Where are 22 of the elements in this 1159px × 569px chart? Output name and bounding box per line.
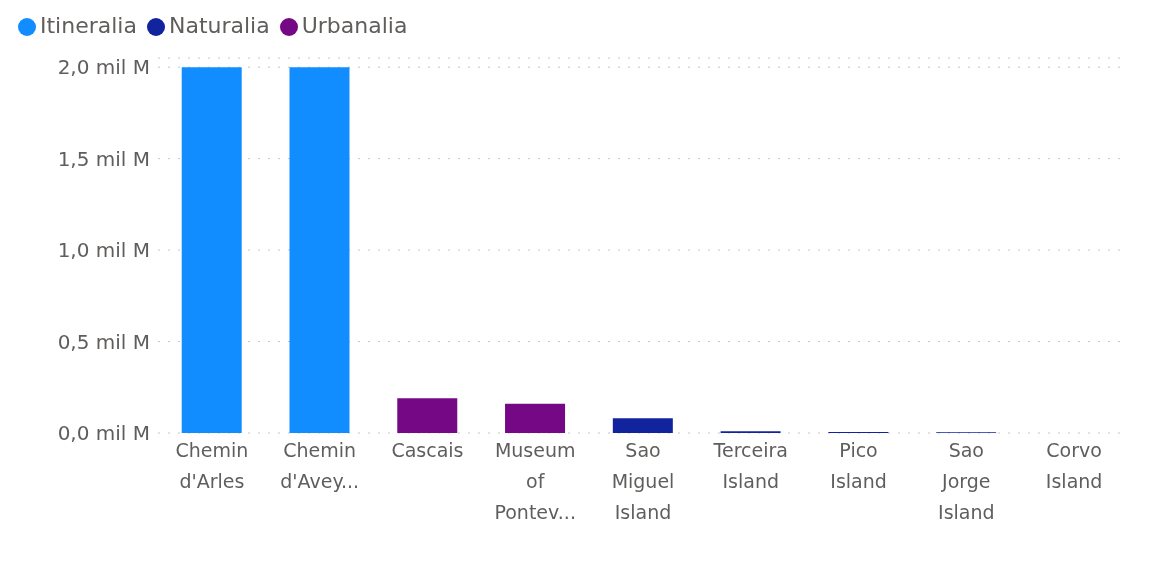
x-tick-label: Corvo Island — [1045, 439, 1103, 492]
x-tick-label: Sao Jorge Island — [938, 439, 995, 523]
x-tick-label: Cascais — [391, 439, 464, 461]
x-tick-label: Pico Island — [830, 439, 887, 492]
y-tick-label: 1,5 mil M — [57, 146, 150, 171]
x-tick-label: Sao Miguel Island — [611, 439, 675, 523]
bar — [397, 398, 458, 433]
y-tick-label: 0,0 mil M — [57, 421, 150, 446]
legend-label: Itineralia — [40, 13, 137, 38]
x-tick-label: Chemin d'Avey... — [280, 439, 360, 492]
bar — [181, 67, 242, 433]
x-tick-label: Museum of Pontev... — [494, 439, 576, 523]
y-tick-label: 2,0 mil M — [57, 55, 150, 80]
legend-label: Naturalia — [168, 13, 270, 38]
bar — [612, 418, 673, 433]
y-tick-label: 1,0 mil M — [57, 238, 150, 263]
legend-label: Urbanalia — [301, 13, 408, 38]
x-tick-label: Terceira Island — [712, 439, 788, 492]
bar — [289, 67, 350, 433]
x-tick-label: Chemin d'Arles — [175, 439, 249, 492]
bar — [505, 403, 566, 433]
y-tick-label: 0,5 mil M — [57, 329, 150, 354]
